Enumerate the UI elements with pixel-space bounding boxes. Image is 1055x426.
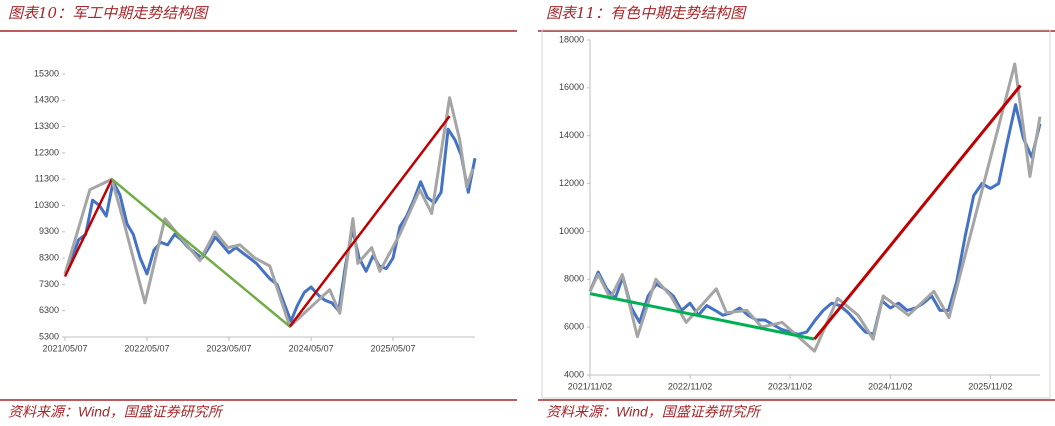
- y-tick-label: 16000: [559, 82, 584, 92]
- y-tick-label: 10300: [34, 200, 59, 210]
- y-tick-label: 15300: [34, 68, 59, 78]
- y-tick-label: 12300: [34, 147, 59, 157]
- x-tick-label: 2025/11/02: [968, 381, 1012, 391]
- y-tick-label: 7300: [39, 279, 59, 289]
- y-tick-label: 8000: [564, 274, 584, 284]
- x-tick-label: 2023/05/07: [206, 343, 251, 353]
- y-tick-label: 14000: [559, 130, 584, 140]
- y-tick-label: 13300: [34, 121, 59, 131]
- x-tick-label: 2022/05/07: [124, 343, 169, 353]
- y-tick-label: 8300: [39, 252, 59, 262]
- source: 资料来源：Wind，国盛证券研究所: [8, 404, 224, 420]
- series-line: [63, 178, 114, 278]
- x-tick-label: 2021/11/02: [568, 381, 612, 391]
- series-line: [813, 84, 1022, 341]
- y-tick-label: 10000: [559, 226, 584, 236]
- x-tick-label: 2023/11/02: [768, 381, 812, 391]
- x-tick-label: 2025/05/07: [371, 343, 416, 353]
- y-tick-label: 4000: [564, 369, 584, 379]
- y-tick-label: 6000: [564, 322, 584, 332]
- x-tick-label: 2022/11/02: [668, 381, 712, 391]
- x-tick-label: 2021/05/07: [42, 343, 87, 353]
- y-tick-label: 12000: [559, 178, 584, 188]
- plot-frame: [541, 29, 1051, 399]
- panel-title: 图表10：军工中期走势结构图: [8, 4, 209, 22]
- series-line: [288, 115, 451, 328]
- y-tick-label: 11300: [35, 174, 59, 184]
- series-line: [111, 178, 291, 328]
- y-tick-label: 18000: [559, 34, 584, 44]
- series-line: [588, 103, 1042, 336]
- series-line: [63, 127, 477, 323]
- panel-title: 图表11：有色中期走势结构图: [546, 4, 747, 22]
- x-tick-label: 2024/11/02: [868, 381, 912, 391]
- y-tick-label: 9300: [39, 226, 59, 236]
- series-line: [63, 96, 475, 328]
- series-line: [589, 292, 815, 341]
- y-tick-label: 6300: [39, 305, 59, 315]
- y-tick-label: 5300: [39, 331, 59, 341]
- x-tick-label: 2024/05/07: [289, 343, 334, 353]
- y-tick-label: 14300: [34, 95, 59, 105]
- source: 资料来源：Wind，国盛证券研究所: [546, 404, 762, 420]
